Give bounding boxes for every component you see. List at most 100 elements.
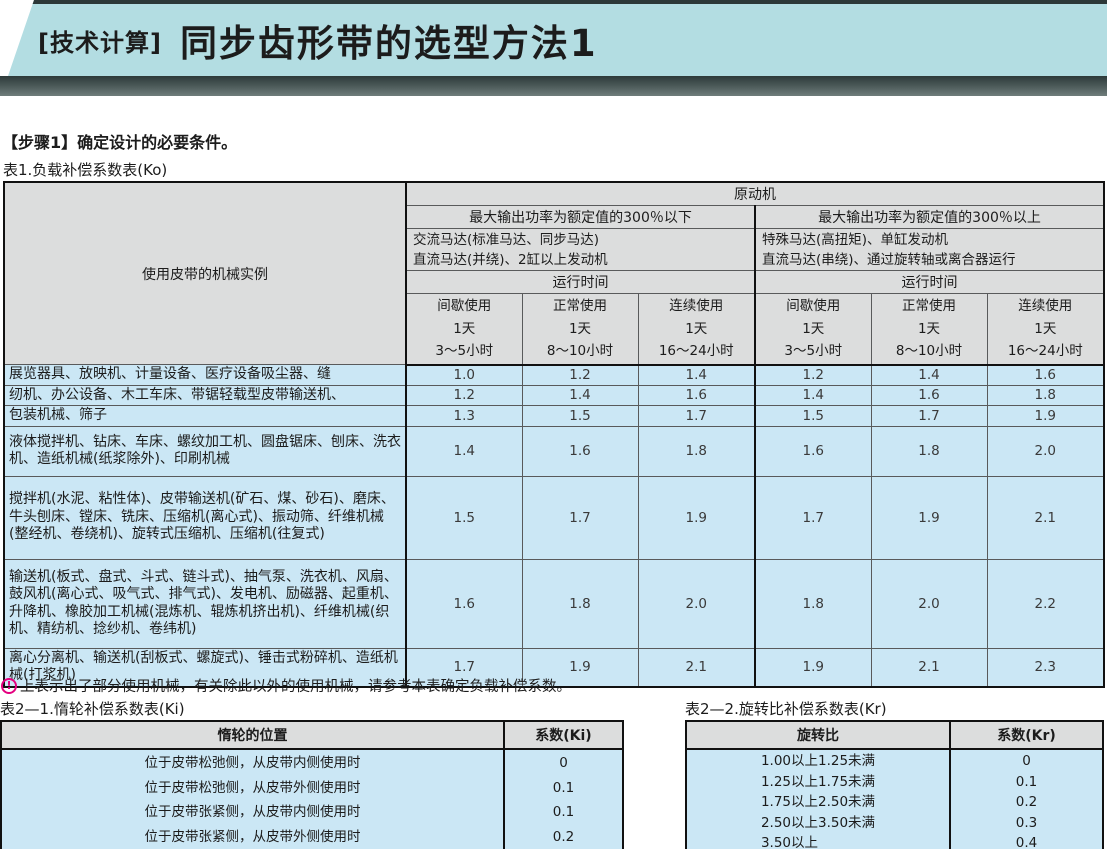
ko-value-cell: 1.8 (870, 425, 988, 477)
ko-value-cell: 1.4 (521, 384, 639, 406)
ko-value-cell: 1.7 (405, 647, 523, 687)
ko-value-cell: 1.4 (754, 384, 872, 406)
table-row: 液体搅拌机、钻床、车床、螺纹加工机、圆盘锯床、刨床、洗衣机、造纸机械(纸浆除外)… (3, 425, 1105, 477)
ko-value-cell: 1.6 (637, 384, 756, 406)
kr-value: 0.4 (1015, 835, 1038, 849)
ko-value-cell: 1.4 (870, 364, 988, 386)
ko-value-cell: 1.9 (986, 405, 1105, 427)
ko-value-cell: 1.5 (405, 475, 523, 560)
idler-factor-table: 惰轮的位置 系数(Ki) 位于皮带松弛侧，从皮带内侧使用时 位于皮带松弛侧，从皮… (0, 720, 624, 849)
idler-position-item: 位于皮带松弛侧，从皮带内侧使用时 (144, 755, 361, 771)
ko-value-cell: 1.9 (754, 647, 872, 687)
ko-value-cell: 1.7 (521, 475, 639, 560)
ki-value: 0.1 (552, 779, 575, 796)
rotation-ratio-item: 1.75以上2.50未满 (760, 794, 876, 811)
motor-types-left: 交流马达(标准马达、同步马达) 直流马达(并绕)、2缸以上发动机 (405, 228, 756, 271)
usage-header: 正常使用 1天 8～10小时 (870, 293, 988, 366)
machine-examples-cell: 展览器具、放映机、计量设备、医疗设备吸尘器、缝 (3, 364, 407, 386)
rotation-ratio-table: 旋转比 系数(Kr) 1.00以上1.25未满 1.25以上1.75未满 1.7… (685, 720, 1104, 849)
ko-value-cell: 2.3 (986, 647, 1105, 687)
kr-value-cell: 0 0.1 0.2 0.3 0.4 (949, 748, 1104, 849)
ko-value-cell: 1.5 (521, 405, 639, 427)
ko-value-cell: 2.1 (986, 475, 1105, 560)
page-title: 同步齿形带的选型方法1 (179, 22, 598, 65)
table-row: 搅拌机(水泥、粘性体)、皮带输送机(矿石、煤、砂石)、磨床、牛头刨床、镗床、铣床… (3, 475, 1105, 560)
ko-value-cell: 1.6 (754, 425, 872, 477)
title-banner-face: [技术计算] 同步齿形带的选型方法1 (8, 0, 1107, 76)
footnote: ! 上表示出了部分使用机械，有关除此以外的使用机械，请参考本表确定负载补偿系数。 (1, 675, 571, 696)
idler-position-header: 惰轮的位置 (0, 720, 505, 750)
usage-header: 间歇使用 1天 3～5小时 (405, 293, 523, 366)
table-row: 1.00以上1.25未满 1.25以上1.75未满 1.75以上2.50未满 2… (685, 748, 1104, 849)
banner-tag: [技术计算] (38, 28, 162, 57)
ko-value-cell: 1.9 (870, 475, 988, 560)
ko-value-cell: 1.4 (405, 425, 523, 477)
table2-1-caption: 表2—1.惰轮补偿系数表(Ki) (0, 700, 185, 718)
ko-value-cell: 1.9 (637, 475, 756, 560)
banner-text-group: [技术计算] 同步齿形带的选型方法1 (38, 4, 598, 76)
usage-header: 正常使用 1天 8～10小时 (521, 293, 639, 366)
motor-types-right: 特殊马达(高扭矩)、单缸发动机 直流马达(串绕)、通过旋转轴或离合器运行 (753, 228, 1105, 271)
machine-examples-cell: 包装机械、筛子 (3, 405, 407, 427)
kr-header: 系数(Kr) (949, 720, 1104, 750)
ko-value-cell: 1.7 (870, 405, 988, 427)
ko-value-cell: 1.6 (405, 558, 523, 649)
idler-position-item: 位于皮带张紧侧，从皮带内侧使用时 (144, 804, 361, 820)
kr-value: 0 (1022, 753, 1031, 770)
ko-value-cell: 1.8 (986, 384, 1105, 406)
ki-value: 0.1 (552, 804, 575, 820)
ki-header: 系数(Ki) (503, 720, 624, 750)
ko-value-cell: 2.1 (637, 647, 756, 687)
rotation-ratio-header: 旋转比 (685, 720, 951, 750)
idler-position-cell: 位于皮带松弛侧，从皮带内侧使用时 位于皮带松弛侧，从皮带外侧使用时 位于皮带张紧… (0, 748, 505, 849)
ko-value-cell: 1.4 (637, 364, 756, 386)
rotation-ratio-item: 2.50以上3.50未满 (760, 814, 876, 831)
ko-value-cell: 1.6 (870, 384, 988, 406)
rotation-ratio-cell: 1.00以上1.25未满 1.25以上1.75未满 1.75以上2.50未满 2… (685, 748, 951, 849)
table-row: 包装机械、筛子 1.3 1.5 1.7 1.5 1.7 1.9 (3, 405, 1105, 427)
ko-value-cell: 1.6 (521, 425, 639, 477)
usage-header: 连续使用 1天 16～24小时 (637, 293, 756, 366)
ki-value-cell: 0 0.1 0.1 0.2 (503, 748, 624, 849)
idler-position-item: 位于皮带张紧侧，从皮带外侧使用时 (144, 828, 361, 845)
load-factor-table: 使用皮带的机械实例 原动机 最大输出功率为额定值的300％以下 最大输出功率为额… (3, 181, 1106, 688)
ko-value-cell: 2.0 (637, 558, 756, 649)
runtime-header-right: 运行时间 (753, 270, 1105, 294)
machine-examples-header: 使用皮带的机械实例 (3, 181, 407, 365)
footnote-text: 上表示出了部分使用机械，有关除此以外的使用机械，请参考本表确定负载补偿系数。 (20, 679, 571, 695)
ko-value-cell: 1.2 (754, 364, 872, 386)
usage-header: 间歇使用 1天 3～5小时 (754, 293, 872, 366)
machine-examples-cell: 液体搅拌机、钻床、车床、螺纹加工机、圆盘锯床、刨床、洗衣机、造纸机械(纸浆除外)… (3, 425, 407, 477)
ko-value-cell: 1.7 (637, 405, 756, 427)
usage-header: 连续使用 1天 16～24小时 (986, 293, 1105, 366)
ko-value-cell: 1.0 (405, 364, 523, 386)
table-row: 纫机、办公设备、木工车床、带锯轻载型皮带输送机、 1.2 1.4 1.6 1.4… (3, 384, 1105, 406)
ko-value-cell: 2.0 (870, 558, 988, 649)
ko-value-cell: 2.1 (870, 647, 988, 687)
ko-value-cell: 1.3 (405, 405, 523, 427)
table-row: 输送机(板式、盘式、斗式、链斗式)、抽气泵、洗衣机、风扇、鼓风机(离心式、吸气式… (3, 558, 1105, 649)
ki-value: 0.2 (552, 828, 575, 845)
table2-2-caption: 表2—2.旋转比补偿系数表(Kr) (685, 700, 887, 718)
banner-shadow-band (0, 76, 1107, 96)
idler-position-item: 位于皮带松弛侧，从皮带外侧使用时 (144, 779, 361, 796)
ko-value-cell: 1.8 (521, 558, 639, 649)
rotation-ratio-item: 1.25以上1.75未满 (760, 773, 876, 790)
kr-value: 0.2 (1015, 794, 1038, 811)
prime-mover-header: 原动机 (405, 181, 1105, 206)
step-heading: 【步骤1】确定设计的必要条件。 (2, 133, 238, 152)
ko-value-cell: 1.8 (754, 558, 872, 649)
rotation-ratio-item: 1.00以上1.25未满 (760, 753, 876, 770)
ko-value-cell: 1.9 (521, 647, 639, 687)
machine-examples-cell: 纫机、办公设备、木工车床、带锯轻载型皮带输送机、 (3, 384, 407, 406)
ko-value-cell: 1.2 (405, 384, 523, 406)
machine-examples-cell: 离心分离机、输送机(刮板式、螺旋式)、锤击式粉碎机、造纸机械(打浆机) (3, 647, 407, 687)
ko-value-cell: 1.8 (637, 425, 756, 477)
title-banner: [技术计算] 同步齿形带的选型方法1 (0, 0, 1107, 96)
runtime-header-left: 运行时间 (405, 270, 756, 294)
rotation-ratio-item: 3.50以上 (760, 835, 818, 849)
ko-value-cell: 2.0 (986, 425, 1105, 477)
ko-value-cell: 1.2 (521, 364, 639, 386)
power-range-header-left: 最大输出功率为额定值的300％以下 (405, 205, 756, 229)
